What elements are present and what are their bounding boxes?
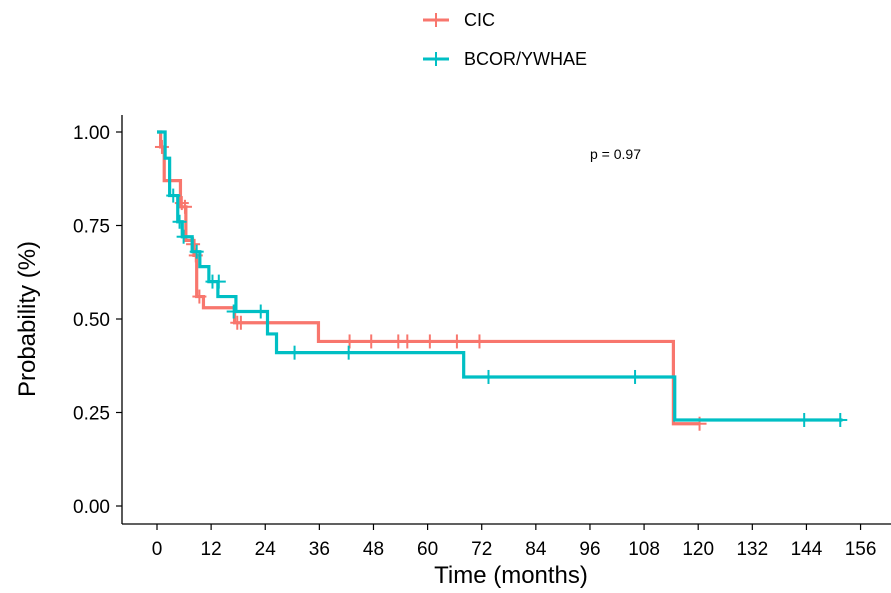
legend-item-cic: CIC — [423, 10, 495, 30]
x-tick-label: 72 — [471, 539, 492, 560]
x-tick-label: 156 — [845, 539, 877, 560]
y-tick-label: 0.25 — [73, 404, 110, 425]
y-tick-label: 0.75 — [73, 217, 110, 238]
y-ticks: 0.00 0.25 0.50 0.75 1.00 — [73, 123, 122, 518]
x-tick-label: 108 — [628, 539, 660, 560]
y-tick-label: 0.50 — [73, 310, 110, 331]
x-tick-label: 144 — [791, 539, 823, 560]
x-ticks: 0 12 24 36 48 60 72 84 96 108 120 132 144 156 — [152, 524, 877, 560]
x-tick-label: 120 — [682, 539, 714, 560]
legend: CIC BCOR/YWHAE — [423, 10, 587, 69]
x-axis-title: Time (months) — [434, 562, 588, 589]
legend-label-cic: CIC — [464, 10, 495, 30]
survival-curve-cic — [157, 130, 701, 426]
x-tick-label: 96 — [579, 539, 600, 560]
x-tick-label: 60 — [417, 539, 438, 560]
x-tick-label: 0 — [152, 539, 163, 560]
series-layer — [154, 130, 848, 431]
x-tick-label: 84 — [525, 539, 547, 560]
x-tick-label: 24 — [255, 539, 277, 560]
survival-curve-bcor-ywhae — [157, 130, 843, 422]
axes: 0.00 0.25 0.50 0.75 1.00 0 12 24 36 48 60 72 84 96 10… — [73, 115, 891, 560]
legend-label-bcor-ywhae: BCOR/YWHAE — [464, 49, 587, 69]
p-value-annotation: p = 0.97 — [590, 146, 641, 162]
x-tick-label: 12 — [201, 539, 222, 560]
series-bcor-ywhae — [157, 130, 848, 427]
x-tick-label: 36 — [309, 539, 330, 560]
y-axis-title: Probability (%) — [14, 241, 41, 397]
y-tick-label: 1.00 — [73, 123, 110, 144]
series-cic — [154, 130, 707, 431]
x-tick-label: 132 — [736, 539, 768, 560]
legend-item-bcor-ywhae: BCOR/YWHAE — [423, 49, 587, 69]
x-tick-label: 48 — [363, 539, 384, 560]
y-tick-label: 0.00 — [73, 497, 110, 518]
